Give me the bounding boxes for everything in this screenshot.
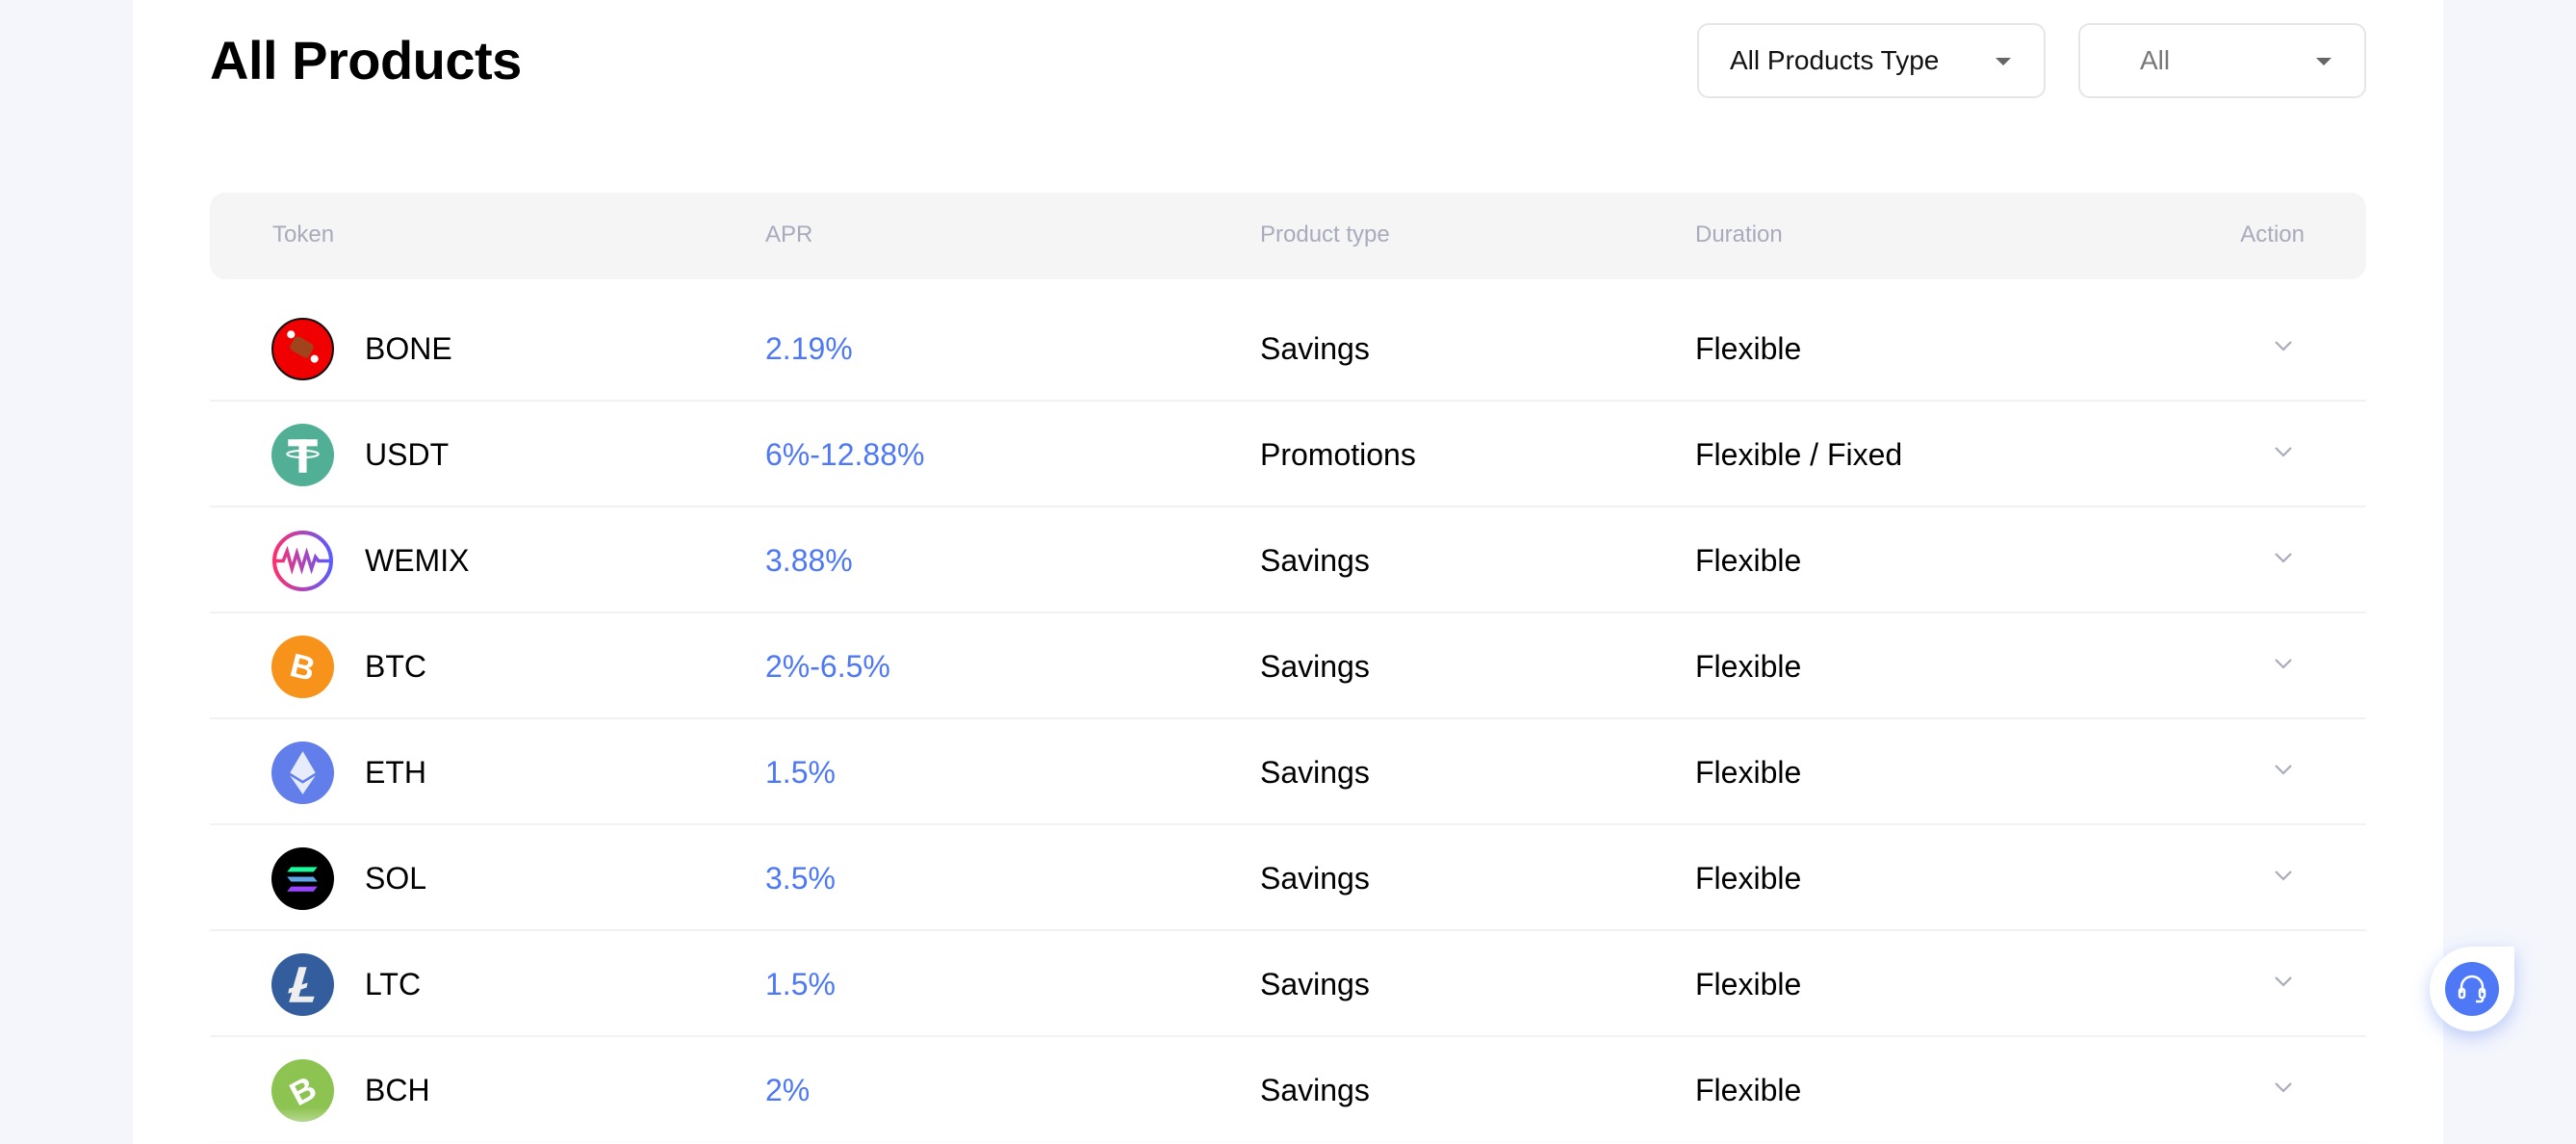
header-token: Token: [272, 221, 335, 247]
chevron-down-icon[interactable]: [2272, 652, 2295, 675]
chevron-down-icon[interactable]: [2272, 970, 2295, 993]
product-type-dropdown-value: All Products Type: [1730, 45, 1940, 75]
duration-value: Flexible: [1695, 1073, 1802, 1107]
bone-token-icon: [271, 318, 334, 380]
duration-value: Flexible: [1695, 331, 1802, 366]
apr-value: 2%: [765, 1073, 811, 1107]
token-name: BCH: [365, 1073, 430, 1107]
product-type-value: Promotions: [1260, 437, 1416, 472]
table-row[interactable]: SOL 3.5% Savings Flexible: [210, 825, 2366, 931]
duration-value: Flexible: [1695, 543, 1802, 578]
chevron-down-icon[interactable]: [2272, 440, 2295, 463]
table-row[interactable]: BONE 2.19% Savings Flexible: [210, 296, 2366, 402]
apr-value: 3.5%: [765, 861, 836, 896]
caret-down-icon: [1996, 58, 2011, 65]
chevron-down-icon[interactable]: [2272, 864, 2295, 887]
table-row[interactable]: USDT 6%-12.88% Promotions Flexible / Fix…: [210, 402, 2366, 507]
token-name: BONE: [365, 331, 452, 366]
caret-down-icon: [2316, 58, 2331, 65]
apr-value: 2%-6.5%: [765, 649, 890, 684]
header-apr: APR: [765, 221, 813, 247]
headset-icon: [2445, 962, 2499, 1016]
apr-value: 1.5%: [765, 755, 836, 790]
duration-value: Flexible / Fixed: [1695, 437, 1903, 472]
btc-token-icon: B: [271, 636, 334, 698]
token-name: WEMIX: [365, 543, 470, 578]
product-type-dropdown[interactable]: All Products Type: [1697, 23, 2046, 98]
product-type-value: Savings: [1260, 1073, 1370, 1107]
table-row[interactable]: WEMIX 3.88% Savings Flexible: [210, 507, 2366, 613]
apr-value: 3.88%: [765, 543, 853, 578]
duration-dropdown[interactable]: All: [2078, 23, 2366, 98]
table-row[interactable]: B BTC 2%-6.5% Savings Flexible: [210, 613, 2366, 719]
ltc-token-icon: [271, 953, 334, 1016]
header-action: Action: [2240, 221, 2305, 247]
content-panel: [133, 0, 2443, 1144]
usdt-token-icon: [271, 424, 334, 486]
duration-dropdown-value: All: [2140, 45, 2171, 75]
support-button[interactable]: [2430, 947, 2514, 1031]
chevron-down-icon[interactable]: [2272, 546, 2295, 569]
apr-value: 2.19%: [765, 331, 853, 366]
eth-token-icon: [271, 741, 334, 804]
header-product-type: Product type: [1260, 221, 1390, 247]
sol-token-icon: [271, 847, 334, 910]
header-duration: Duration: [1695, 221, 1783, 247]
duration-value: Flexible: [1695, 649, 1802, 684]
apr-value: 1.5%: [765, 967, 836, 1001]
bch-token-icon: B: [271, 1059, 334, 1122]
chevron-down-icon[interactable]: [2272, 1076, 2295, 1099]
table-row[interactable]: B BCH 2% Savings Flexible: [210, 1037, 2366, 1143]
product-type-value: Savings: [1260, 755, 1370, 790]
chevron-down-icon[interactable]: [2272, 334, 2295, 357]
duration-value: Flexible: [1695, 967, 1802, 1001]
product-type-value: Savings: [1260, 543, 1370, 578]
duration-value: Flexible: [1695, 755, 1802, 790]
token-name: USDT: [365, 437, 450, 472]
product-type-value: Savings: [1260, 331, 1370, 366]
token-name: LTC: [365, 967, 422, 1001]
wemix-token-icon: [272, 531, 333, 591]
table-row[interactable]: LTC 1.5% Savings Flexible: [210, 931, 2366, 1037]
product-type-value: Savings: [1260, 861, 1370, 896]
table-row[interactable]: ETH 1.5% Savings Flexible: [210, 719, 2366, 825]
duration-value: Flexible: [1695, 861, 1802, 896]
product-type-value: Savings: [1260, 967, 1370, 1001]
token-name: SOL: [365, 861, 427, 896]
token-name: BTC: [365, 649, 426, 684]
token-name: ETH: [365, 755, 426, 790]
apr-value: 6%-12.88%: [765, 437, 925, 472]
bottom-fade: [133, 1107, 2443, 1144]
product-table-body: BONE 2.19% Savings Flexible USDT 6%-12.8…: [210, 296, 2366, 1143]
page-title: All Products: [210, 30, 522, 91]
chevron-down-icon[interactable]: [2272, 758, 2295, 781]
table-header: Token APR Product type Duration Action: [210, 193, 2366, 279]
product-type-value: Savings: [1260, 649, 1370, 684]
